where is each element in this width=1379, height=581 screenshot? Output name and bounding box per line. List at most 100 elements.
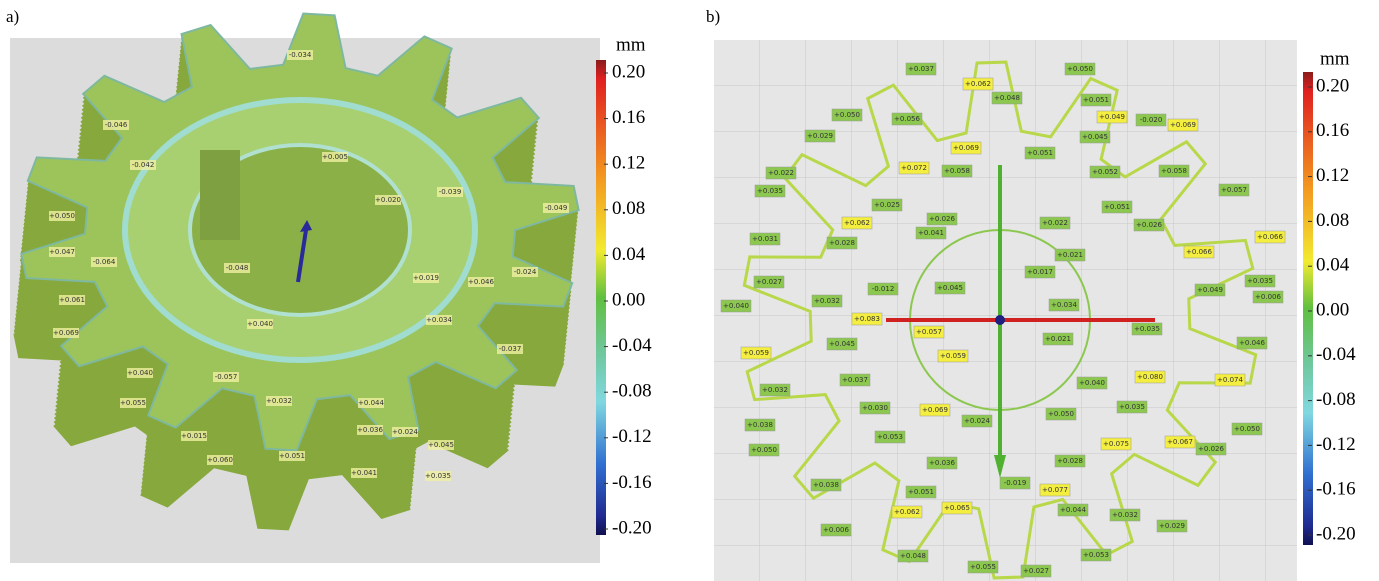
grid [714, 40, 1297, 581]
annotation: +0.060 [207, 456, 233, 464]
annotation: +0.035 [425, 472, 451, 480]
annotation: +0.083 [854, 315, 880, 323]
annotation: +0.059 [743, 349, 769, 357]
figure: a) b) -0.034-0.046-0.042+0.005+0.020-0.0… [0, 0, 1379, 581]
annotation: +0.058 [944, 167, 970, 175]
annotation: +0.032 [1112, 511, 1138, 519]
scale-label: -0.12 [1316, 434, 1356, 455]
annotation: +0.022 [768, 169, 794, 177]
scale-label: 0.20 [1316, 75, 1349, 96]
annotation: +0.077 [1042, 486, 1068, 494]
annotation: -0.012 [872, 285, 895, 293]
annotation: +0.037 [842, 376, 868, 384]
annotation: +0.051 [1104, 203, 1130, 211]
scale-label: 0.04 [612, 244, 646, 265]
annotation: -0.049 [545, 204, 568, 212]
annotation: +0.050 [1048, 410, 1074, 418]
annotation: +0.056 [894, 115, 920, 123]
annotation: +0.031 [752, 235, 778, 243]
annotation: +0.069 [1170, 121, 1196, 129]
annotation: -0.024 [514, 268, 537, 276]
scale-label: 0.00 [1316, 299, 1349, 320]
annotation: +0.052 [1092, 168, 1118, 176]
annotation: +0.035 [757, 187, 783, 195]
annotation: +0.055 [120, 399, 146, 407]
annotation: +0.075 [1103, 440, 1129, 448]
annotation: +0.065 [944, 504, 970, 512]
annotation: -0.064 [93, 258, 116, 266]
annotation: +0.061 [59, 296, 85, 304]
annotation: +0.072 [901, 164, 927, 172]
annotation: -0.037 [499, 345, 522, 353]
annotation: +0.041 [918, 229, 944, 237]
annotation: +0.059 [940, 352, 966, 360]
annotation: +0.067 [1167, 438, 1193, 446]
annotation: +0.050 [1234, 425, 1260, 433]
keyway [200, 150, 240, 240]
annotation: +0.069 [922, 406, 948, 414]
annotation: +0.049 [1197, 286, 1223, 294]
annotation: +0.021 [1057, 251, 1083, 259]
annotation: +0.057 [1221, 186, 1247, 194]
annotation: +0.020 [375, 196, 401, 204]
scale-label: 0.16 [1316, 120, 1349, 141]
annotation: +0.040 [723, 302, 749, 310]
unit-label: mm [616, 34, 646, 55]
scale-label: 0.08 [1316, 210, 1349, 231]
annotation: +0.062 [844, 219, 870, 227]
annotation: +0.032 [814, 297, 840, 305]
annotation: +0.051 [1027, 149, 1053, 157]
annotation: +0.046 [1239, 339, 1265, 347]
annotation: +0.045 [829, 340, 855, 348]
scale-label: -0.16 [1316, 479, 1356, 500]
scale-label: 0.08 [612, 198, 645, 219]
scale-label: -0.16 [612, 472, 652, 493]
scale-label: 0.04 [1316, 255, 1350, 276]
annotation: +0.048 [900, 552, 926, 560]
annotation: +0.066 [1257, 233, 1283, 241]
annotation: +0.024 [392, 428, 418, 436]
scale-label: -0.04 [1316, 344, 1356, 365]
annotation: +0.040 [1079, 379, 1105, 387]
annotation: +0.047 [49, 248, 75, 256]
annotation: -0.019 [1004, 479, 1027, 487]
annotation: +0.049 [1099, 113, 1125, 121]
annotation: +0.028 [829, 239, 855, 247]
annotation: +0.034 [426, 316, 452, 324]
annotation: +0.038 [747, 421, 773, 429]
annotation: +0.062 [965, 80, 991, 88]
annotation: -0.042 [132, 161, 155, 169]
annotation: +0.029 [807, 132, 833, 140]
annotation: +0.006 [823, 526, 849, 534]
annotation: +0.050 [751, 446, 777, 454]
scale-label: 0.00 [612, 289, 645, 310]
annotation: +0.055 [970, 563, 996, 571]
annotation: +0.050 [49, 212, 75, 220]
scale-label: -0.20 [612, 517, 652, 538]
annotation: +0.030 [862, 404, 888, 412]
annotation: +0.051 [279, 452, 305, 460]
annotation: +0.022 [1042, 219, 1068, 227]
annotation: +0.045 [1082, 133, 1108, 141]
scale-label: 0.12 [1316, 165, 1349, 186]
annotation: +0.053 [877, 433, 903, 441]
annotation: +0.046 [468, 278, 494, 286]
annotation: +0.051 [908, 488, 934, 496]
panel-label: a) [6, 7, 19, 26]
annotation: +0.026 [1198, 445, 1224, 453]
annotation: +0.037 [908, 65, 934, 73]
annotation: +0.038 [813, 481, 839, 489]
origin [995, 315, 1005, 325]
annotation: -0.020 [1140, 116, 1163, 124]
annotation: +0.028 [1057, 457, 1083, 465]
annotation: -0.048 [226, 264, 249, 272]
scale-label: 0.16 [612, 107, 645, 128]
annotation: +0.048 [994, 94, 1020, 102]
annotation: +0.034 [1051, 301, 1077, 309]
annotation: +0.032 [762, 386, 788, 394]
annotation: +0.017 [1027, 268, 1053, 276]
annotation: +0.053 [1083, 551, 1109, 559]
annotation: +0.029 [1159, 522, 1185, 530]
annotation: -0.039 [439, 188, 462, 196]
annotation: -0.046 [105, 121, 128, 129]
